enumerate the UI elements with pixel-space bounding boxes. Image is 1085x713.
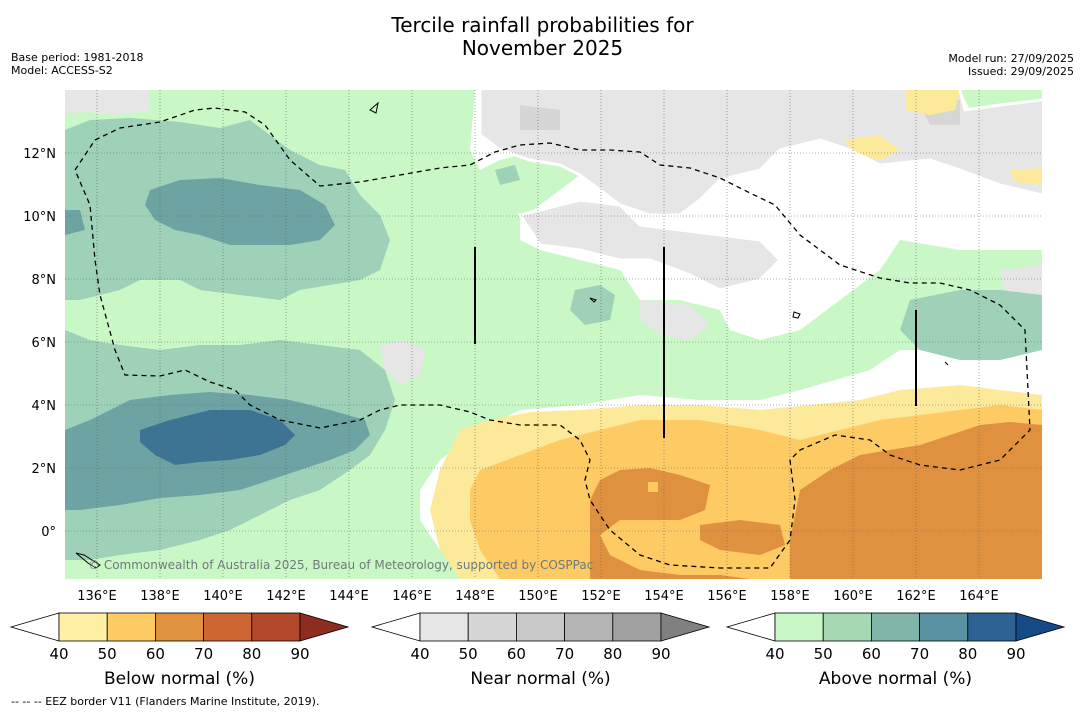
lon-label: 136°E [77, 589, 117, 604]
copyright-watermark: © Commonwealth of Australia 2025, Bureau… [88, 558, 594, 572]
colorbar-high-extend [660, 612, 711, 642]
colorbar-swatch [919, 612, 969, 642]
lon-label: 146°E [392, 589, 432, 604]
colorbar-tick-label: 50 [814, 645, 833, 663]
issued-date: Issued: 29/09/2025 [967, 65, 1074, 78]
map-plot-area [65, 90, 1042, 579]
lon-label: 162°E [896, 589, 936, 604]
lon-label: 154°E [644, 589, 684, 604]
title-line-1: Tercile rainfall probabilities for [391, 13, 694, 37]
colorbar-swatch [58, 612, 108, 642]
colorbar-tick-label: 70 [555, 645, 574, 663]
colorbar-swatch [106, 612, 156, 642]
meta-right: Model run: 27/09/2025 Issued: 29/09/2025 [948, 52, 1074, 78]
lon-label: 148°E [455, 589, 495, 604]
lon-label: 150°E [518, 589, 558, 604]
near-normal-region [65, 90, 1042, 385]
colorbar-low-extend [725, 612, 776, 642]
colorbar-tick-label: 60 [507, 645, 526, 663]
colorbar-tick-label: 90 [651, 645, 670, 663]
colorbar-title: Below normal (%) [104, 669, 255, 689]
colorbar-tick-label: 40 [765, 645, 784, 663]
lon-label: 142°E [266, 589, 306, 604]
eez-footnote: -- -- -- EEZ border V11 (Flanders Marine… [11, 695, 320, 708]
model-run-date: Model run: 27/09/2025 [948, 52, 1074, 65]
colorbar-swatch [203, 612, 253, 642]
lon-label: 140°E [203, 589, 243, 604]
lat-label: 10°N [23, 210, 56, 225]
lat-label: 2°N [32, 462, 57, 477]
lon-label: 156°E [707, 589, 747, 604]
base-period: Base period: 1981-2018 [11, 51, 144, 64]
colorbar-swatch [564, 612, 614, 642]
colorbar-swatch [419, 612, 469, 642]
colorbar-low-extend [9, 612, 60, 642]
below-normal-60-region [590, 422, 1042, 579]
chart-title: Tercile rainfall probabilities for Novem… [0, 14, 1085, 60]
colorbar-tick-label: 90 [290, 645, 309, 663]
colorbar-tick-label: 40 [410, 645, 429, 663]
title-line-2: November 2025 [461, 36, 624, 60]
colorbar-swatch [822, 612, 872, 642]
colorbar-tick-label: 80 [242, 645, 261, 663]
model-name: Model: ACCESS-S2 [11, 64, 113, 77]
lon-label: 160°E [833, 589, 873, 604]
lon-label: 138°E [140, 589, 180, 604]
region-outlines [478, 90, 1042, 292]
longitude-labels: 136°E 138°E 140°E 142°E 144°E 146°E 148°… [77, 589, 999, 604]
colorbar-swatch [967, 612, 1017, 642]
colorbar-tick-label: 50 [98, 645, 117, 663]
colorbar-2: 40 50 60 70 80 90 Above normal (%) [725, 612, 1066, 689]
eez-borders [74, 107, 1031, 569]
lon-label: 164°E [959, 589, 999, 604]
lat-label: 12°N [23, 147, 56, 162]
colorbar-swatch [467, 612, 517, 642]
lat-label: 4°N [32, 399, 57, 414]
colorbar-swatch [871, 612, 921, 642]
colorbar-low-extend [370, 612, 421, 642]
map-grid [65, 90, 1042, 579]
colorbar-tick-label: 40 [49, 645, 68, 663]
lat-label: 8°N [32, 273, 57, 288]
colorbar-tick-label: 60 [862, 645, 881, 663]
colorbar-high-extend [299, 612, 350, 642]
lon-label: 158°E [770, 589, 810, 604]
colorbar-tick-label: 90 [1006, 645, 1025, 663]
colorbar-tick-label: 80 [603, 645, 622, 663]
lon-label: 152°E [581, 589, 621, 604]
latitude-labels: 12°N 10°N 8°N 6°N 4°N 2°N 0° [23, 147, 56, 540]
meta-left: Base period: 1981-2018 Model: ACCESS-S2 [11, 51, 143, 77]
eez-marker-lines [474, 247, 917, 438]
colorbar-1: 40 50 60 70 80 90 Near normal (%) [370, 612, 711, 689]
above-normal-70-region [140, 410, 295, 465]
colorbar-swatch [516, 612, 566, 642]
lat-label: 6°N [32, 336, 57, 351]
lat-label: 0° [41, 525, 56, 540]
colorbars: 40 50 60 70 80 90 Below normal (%) 40 50 60 70 80 90… [9, 612, 1066, 689]
colorbar-tick-label: 50 [459, 645, 478, 663]
colorbar-title: Above normal (%) [819, 669, 972, 689]
colorbar-tick-label: 70 [194, 645, 213, 663]
lon-label: 144°E [329, 589, 369, 604]
colorbar-tick-label: 60 [146, 645, 165, 663]
colorbar-tick-label: 70 [910, 645, 929, 663]
colorbar-tick-label: 80 [958, 645, 977, 663]
colorbar-swatch [154, 612, 204, 642]
colorbar-swatch [251, 612, 301, 642]
colorbar-title: Near normal (%) [470, 669, 610, 689]
colorbar-swatch [612, 612, 662, 642]
colorbar-high-extend [1015, 612, 1066, 642]
colorbar-0: 40 50 60 70 80 90 Below normal (%) [9, 612, 350, 689]
colorbar-swatch [774, 612, 824, 642]
islands [75, 101, 949, 569]
